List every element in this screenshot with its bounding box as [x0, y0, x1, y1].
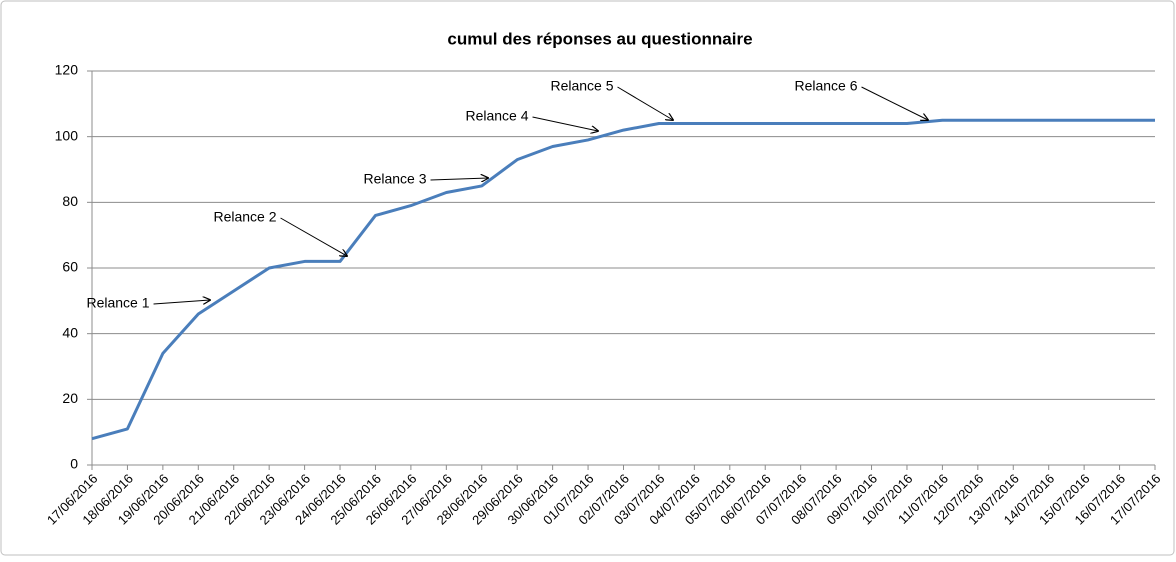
annotation-arrow	[430, 178, 488, 180]
annotation-arrow	[861, 86, 928, 120]
y-tick-label: 0	[70, 456, 78, 472]
y-tick-label: 100	[55, 127, 79, 143]
annotation: Relance 5	[550, 78, 613, 94]
annotation-arrow	[280, 217, 347, 256]
y-tick-label: 60	[62, 259, 78, 275]
data-line	[91, 118, 1155, 441]
annotation-arrow	[532, 116, 598, 131]
annotation: Relance 1	[86, 295, 149, 311]
annotation: Relance 4	[465, 108, 528, 124]
annotation-arrow	[153, 300, 210, 305]
annotation: Relance 6	[794, 78, 857, 94]
y-tick-label: 20	[62, 390, 78, 406]
annotation-arrow	[617, 86, 673, 120]
y-tick-label: 120	[55, 62, 79, 78]
y-tick-label: 80	[62, 193, 78, 209]
chart-title: cumul des réponses au questionnaire	[447, 29, 752, 48]
y-tick-label: 40	[62, 324, 78, 340]
annotation: Relance 3	[363, 171, 426, 187]
annotation: Relance 2	[213, 209, 276, 225]
